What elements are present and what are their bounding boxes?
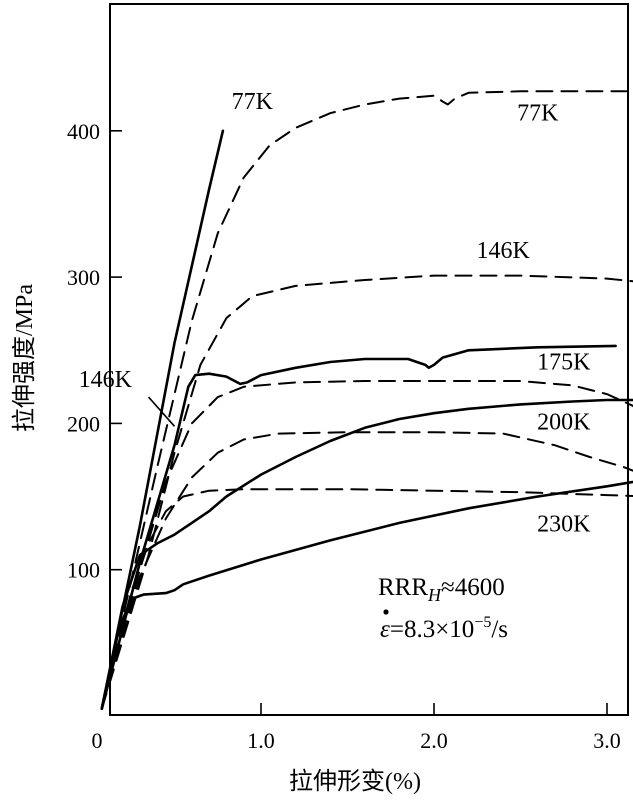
rrr-prefix: RRR	[378, 574, 428, 601]
strain-rate-eq: =8.3×10	[390, 616, 474, 643]
curve-dashed-146k	[100, 274, 633, 710]
x-tick-label: 0	[92, 728, 103, 753]
annotation-rrr: RRRH≈4600	[378, 574, 505, 605]
curve-solid-146k	[100, 344, 617, 711]
x-tick-label: 3.0	[593, 728, 621, 753]
strain-rate-symbol: ε	[380, 616, 390, 643]
strain-rate-dot	[383, 609, 389, 615]
label-leader-146k	[147, 396, 176, 427]
x-tick-label: 1.0	[247, 728, 275, 753]
curve-label-230k: 230K	[537, 512, 591, 538]
curve-label-77k: 77K	[232, 89, 274, 115]
curve-label-200k: 200K	[537, 409, 591, 435]
rrr-subscript: H	[427, 585, 442, 605]
rrr-value: ≈4600	[441, 574, 505, 601]
curve-label-175k: 175K	[537, 349, 591, 375]
x-axis-title: 拉伸形变(%)	[289, 768, 421, 795]
strain-rate-exponent: −5	[474, 614, 491, 631]
label-leader-layer	[147, 396, 176, 427]
plot-frame	[109, 3, 629, 716]
curve-solid-77k	[100, 129, 225, 711]
curve-dashed-77k	[100, 90, 633, 710]
y-tick-label: 200	[67, 411, 100, 436]
curve-labels-layer: 77K 77K 146K 146K 175K 200K 230K	[79, 89, 591, 538]
x-tick-label: 2.0	[420, 728, 448, 753]
y-axis-title: 拉伸强度/MPa	[11, 284, 38, 432]
svg-text:ε=8.3×10−5/s: ε=8.3×10−5/s	[380, 614, 508, 643]
curve-dashed-200k	[100, 431, 633, 710]
y-tick-label: 300	[67, 265, 100, 290]
curve-dashed-230k	[100, 488, 633, 710]
y-tick-label: 400	[67, 119, 100, 144]
strain-rate-unit: /s	[491, 616, 508, 643]
svg-text:RRRH≈4600: RRRH≈4600	[378, 574, 505, 605]
curve-label-77k: 77K	[517, 101, 559, 127]
curve-label-146k: 146K	[477, 238, 531, 264]
curve-solid-200k	[100, 398, 633, 711]
y-tick-label: 100	[67, 558, 100, 583]
annotation-strain-rate: ε=8.3×10−5/s	[380, 609, 508, 643]
curve-label-146k: 146K	[79, 367, 133, 393]
curve-dashed-175k	[100, 380, 633, 710]
axis-ticks: 100 200 300 400 0 1.0 2.0 3.0	[67, 119, 621, 753]
curves-layer	[100, 90, 633, 711]
